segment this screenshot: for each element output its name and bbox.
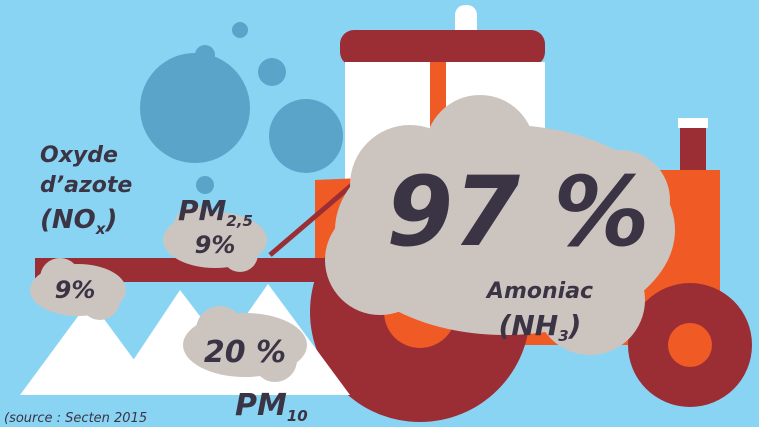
subscript: x [95,220,107,238]
pm25-name: PM2,5 [178,194,253,230]
nh3-value: 97 % [386,156,649,268]
subscript: 10 [287,407,308,425]
bubbles [140,22,343,194]
source: (source : Secten 2015 [4,411,147,426]
pm10-name: PM10 [235,388,308,425]
text: ) [104,205,117,235]
subscript: 2,5 [226,212,253,230]
text: PM [235,388,287,423]
text: PM [178,194,227,227]
pm10-value: 20 % [204,335,286,370]
pm25-value: 9% [195,231,236,259]
text: ) [568,309,582,342]
no-line1: Oxyde [40,143,118,168]
no-value: 9% [55,276,96,304]
clouds [30,95,675,382]
no-formula: (NOx) [40,205,117,238]
subscript: 3 [558,327,568,345]
no-line2: d’azote [40,173,132,198]
text: (NO [40,205,96,235]
text: (NH [499,309,559,342]
nh3-formula: (NH3) [499,309,582,345]
nh3-line1: Amoniac [485,279,593,304]
